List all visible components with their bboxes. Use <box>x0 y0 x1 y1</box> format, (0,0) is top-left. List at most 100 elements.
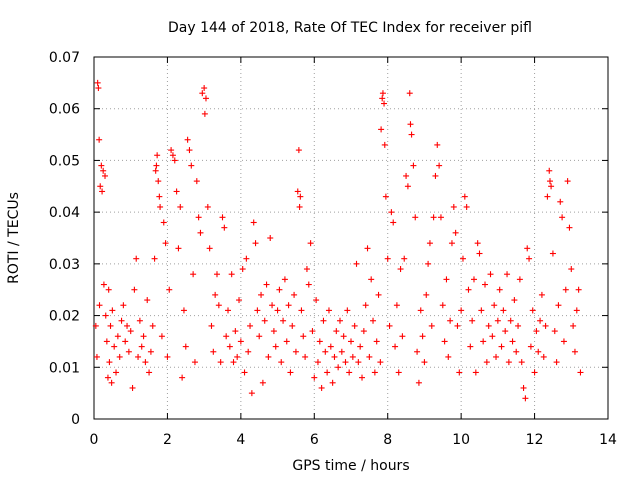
data-point <box>325 307 332 314</box>
data-point <box>393 302 400 309</box>
axis-ticks <box>93 56 609 420</box>
y-tick-label: 0.04 <box>49 205 80 221</box>
data-point <box>549 250 556 257</box>
data-point <box>448 240 455 247</box>
data-point <box>281 276 288 283</box>
data-point <box>287 369 294 376</box>
data-point <box>423 291 430 298</box>
data-point <box>99 188 106 195</box>
data-point <box>540 353 547 360</box>
data-point <box>388 209 395 216</box>
data-point <box>507 317 514 324</box>
y-tick-label: 0.02 <box>49 309 80 325</box>
data-point <box>153 162 160 169</box>
data-point <box>474 240 481 247</box>
data-point <box>344 307 351 314</box>
x-axis-label: GPS time / hours <box>292 458 409 474</box>
data-point <box>472 369 479 376</box>
data-point <box>307 240 314 247</box>
data-point <box>553 359 560 366</box>
data-point <box>557 198 564 205</box>
data-point <box>96 136 103 143</box>
data-point <box>522 395 529 402</box>
data-point <box>102 172 109 179</box>
data-point <box>382 193 389 200</box>
y-tick-label: 0.07 <box>49 50 80 66</box>
data-point <box>259 379 266 386</box>
data-point <box>529 307 536 314</box>
data-point <box>272 343 279 350</box>
data-point <box>129 384 136 391</box>
data-point <box>428 322 435 329</box>
data-point <box>401 255 408 262</box>
data-point <box>175 245 182 252</box>
x-tick-label: 2 <box>163 432 172 448</box>
data-point <box>362 302 369 309</box>
data-point <box>184 136 191 143</box>
data-point <box>320 317 327 324</box>
data-point <box>100 167 107 174</box>
data-point <box>191 359 198 366</box>
x-tick-label: 6 <box>310 432 319 448</box>
data-point <box>562 286 569 293</box>
y-tick-label: 0.03 <box>49 257 80 273</box>
data-point <box>417 307 424 314</box>
data-point <box>371 369 378 376</box>
data-point <box>135 353 142 360</box>
data-point <box>138 343 145 350</box>
data-point <box>254 307 261 314</box>
data-point <box>538 291 545 298</box>
data-point <box>560 338 567 345</box>
data-point <box>309 328 316 335</box>
data-point <box>252 240 259 247</box>
data-point <box>127 328 134 335</box>
data-point <box>152 167 159 174</box>
data-point <box>436 162 443 169</box>
data-point <box>421 359 428 366</box>
data-point <box>377 359 384 366</box>
data-point <box>136 317 143 324</box>
data-point <box>303 266 310 273</box>
data-point <box>133 255 140 262</box>
data-point <box>120 302 127 309</box>
data-point <box>289 322 296 329</box>
data-point <box>443 276 450 283</box>
data-point <box>208 322 215 329</box>
data-point <box>515 322 522 329</box>
data-point <box>454 322 461 329</box>
data-point <box>360 328 367 335</box>
y-tick-label: 0.01 <box>49 360 80 376</box>
data-point <box>169 152 176 159</box>
data-point <box>575 286 582 293</box>
data-point <box>403 172 410 179</box>
data-point <box>236 297 243 304</box>
data-point <box>459 255 466 262</box>
data-point <box>142 359 149 366</box>
data-point <box>390 219 397 226</box>
data-point <box>283 338 290 345</box>
data-point <box>335 364 342 371</box>
data-point <box>467 343 474 350</box>
data-point <box>106 359 113 366</box>
x-tick-label: 4 <box>236 432 245 448</box>
x-tick-labels: 0 2 4 6 8 10 12 14 <box>90 432 617 448</box>
data-point <box>348 338 354 345</box>
data-point <box>226 343 233 350</box>
data-point <box>355 359 362 366</box>
data-point <box>276 286 283 293</box>
data-point <box>392 343 399 350</box>
data-point <box>108 379 115 386</box>
data-point <box>124 322 131 329</box>
data-point <box>213 271 220 278</box>
data-point <box>212 291 219 298</box>
data-point <box>316 338 323 345</box>
data-point <box>225 307 232 314</box>
data-point <box>386 322 393 329</box>
data-point <box>379 95 386 102</box>
data-point <box>193 178 200 185</box>
data-point <box>245 348 252 355</box>
data-point <box>447 317 454 324</box>
data-point <box>434 141 441 148</box>
data-point <box>542 322 549 329</box>
data-point <box>533 328 540 335</box>
